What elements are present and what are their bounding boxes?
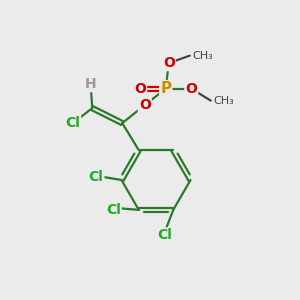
Text: CH₃: CH₃ [213,96,234,106]
Text: O: O [134,82,146,96]
Text: O: O [139,98,151,112]
Text: Cl: Cl [157,228,172,242]
Text: O: O [185,82,197,96]
Text: H: H [85,77,97,91]
Text: P: P [160,81,171,96]
Text: Cl: Cl [88,170,104,184]
Text: O: O [163,56,175,70]
Text: Cl: Cl [65,116,80,130]
Text: CH₃: CH₃ [192,51,213,61]
Text: Cl: Cl [106,203,121,217]
